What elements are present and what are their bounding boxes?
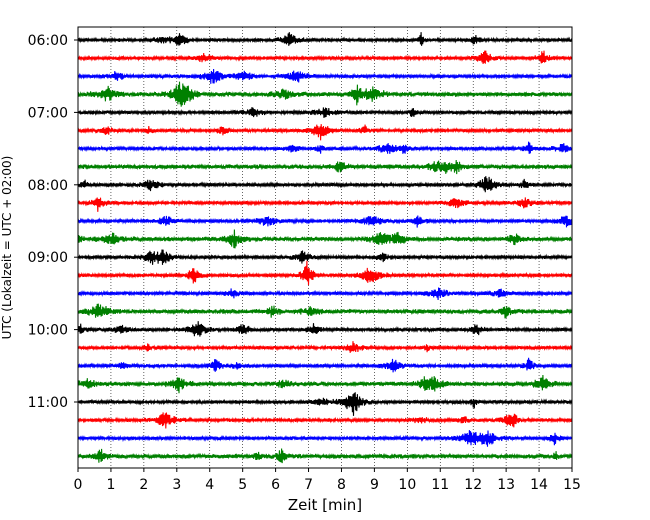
trace-0845 bbox=[77, 229, 573, 249]
x-tick-label: 14 bbox=[530, 477, 548, 493]
y-axis-label: UTC (Lokalzeit = UTC + 02:00) bbox=[0, 156, 14, 340]
trace-0800 bbox=[77, 176, 573, 193]
trace-0730 bbox=[77, 141, 573, 154]
seismogram-traces bbox=[77, 32, 573, 464]
trace-0900 bbox=[77, 249, 573, 265]
trace-0700 bbox=[77, 107, 573, 118]
x-tick-label: 0 bbox=[74, 477, 83, 493]
y-axis-ticks: 06:00 07:00 08:00 09:00 10:00 11:00 bbox=[28, 33, 78, 411]
x-tick-label: 2 bbox=[139, 477, 148, 493]
trace-1145 bbox=[77, 448, 573, 464]
trace-1045 bbox=[77, 374, 573, 394]
trace-0615 bbox=[77, 50, 573, 65]
y-tick-label: 06:00 bbox=[28, 33, 68, 49]
trace-0600 bbox=[77, 32, 573, 46]
plot-frame bbox=[77, 26, 573, 469]
trace-1115 bbox=[77, 412, 573, 429]
x-tick-label: 6 bbox=[271, 477, 280, 493]
x-tick-label: 1 bbox=[106, 477, 115, 493]
x-tick-label: 12 bbox=[464, 477, 482, 493]
x-tick-label: 4 bbox=[205, 477, 214, 493]
y-tick-label: 08:00 bbox=[28, 178, 68, 194]
trace-1130 bbox=[77, 430, 573, 447]
x-tick-label: 13 bbox=[497, 477, 515, 493]
y-tick-label: 10:00 bbox=[28, 323, 68, 339]
y-tick-label: 09:00 bbox=[28, 250, 68, 266]
x-tick-label: 3 bbox=[172, 477, 181, 493]
x-tick-label: 9 bbox=[370, 477, 379, 493]
trace-0645 bbox=[77, 81, 573, 107]
trace-1000 bbox=[77, 321, 573, 337]
trace-1030 bbox=[77, 357, 573, 373]
x-tick-label: 11 bbox=[431, 477, 449, 493]
trace-1100 bbox=[77, 392, 573, 416]
y-tick-label: 07:00 bbox=[28, 105, 68, 121]
trace-0915 bbox=[77, 260, 573, 286]
x-axis-label: Zeit [min] bbox=[288, 496, 362, 514]
trace-0930 bbox=[77, 287, 573, 301]
trace-0745 bbox=[77, 159, 573, 175]
x-tick-label: 7 bbox=[304, 477, 313, 493]
y-tick-label: 11:00 bbox=[28, 395, 68, 411]
trace-1015 bbox=[77, 341, 573, 353]
trace-0630 bbox=[77, 68, 573, 84]
x-tick-label: 5 bbox=[238, 477, 247, 493]
trace-0945 bbox=[77, 303, 573, 319]
trace-0815 bbox=[77, 197, 573, 212]
x-tick-label: 10 bbox=[398, 477, 416, 493]
x-tick-label: 15 bbox=[563, 477, 581, 493]
x-tick-label: 8 bbox=[337, 477, 346, 493]
trace-0830 bbox=[77, 215, 573, 228]
trace-0715 bbox=[77, 124, 573, 141]
x-axis-ticks: 0 1 2 3 4 5 6 7 8 9 10 11 12 13 14 15 bbox=[74, 468, 581, 493]
